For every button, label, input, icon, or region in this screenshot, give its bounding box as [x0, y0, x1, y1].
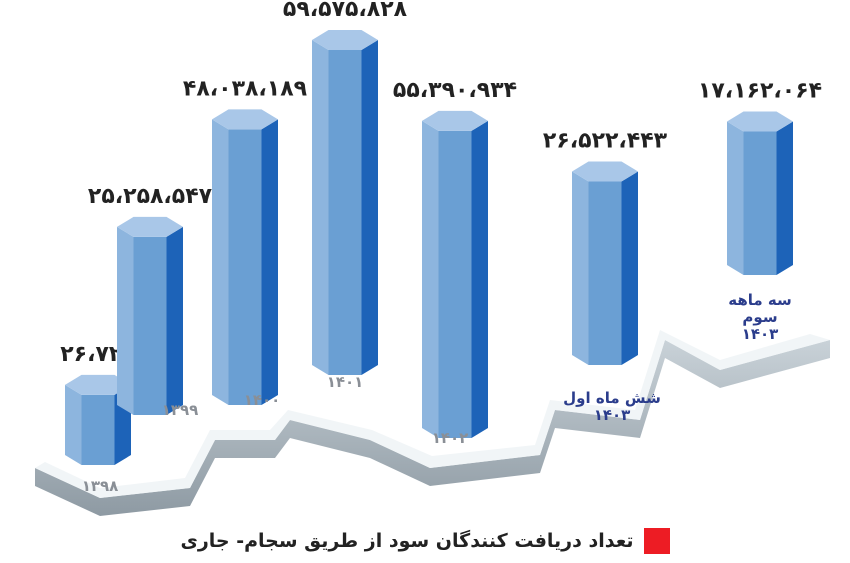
bar-left-face: [212, 119, 229, 405]
bar-right-face: [361, 40, 378, 375]
bar-top: [727, 111, 793, 132]
data-label: ۵۵،۳۹۰،۹۳۴: [393, 78, 517, 103]
platform-top: [35, 330, 830, 498]
category-label: شش ماه اول ۱۴۰۳: [563, 389, 661, 424]
legend-swatch: [643, 528, 670, 554]
bar: [312, 30, 378, 375]
bar-top: [212, 109, 278, 130]
bar-top: [422, 110, 488, 131]
category-label: ۱۴۰۰: [243, 391, 281, 409]
bar-left-face: [312, 40, 329, 375]
bar-left-face: [727, 121, 744, 275]
bar-front-face: [328, 50, 362, 375]
data-label: ۲۵،۲۵۸،۵۴۷: [88, 184, 213, 209]
category-label: ۱۴۰۲: [431, 429, 469, 447]
bar-left-face: [117, 226, 134, 415]
platform: [35, 340, 830, 516]
bar-front-face: [133, 236, 167, 415]
bar-right-face: [166, 226, 183, 415]
bar-right-face: [776, 121, 793, 275]
bar-front-face: [81, 394, 115, 465]
data-label: ۲۶،۵۲۲،۴۴۳: [543, 128, 668, 153]
bar: [212, 109, 278, 405]
bar-top: [572, 161, 638, 182]
bar-front-face: [438, 130, 472, 439]
bar-top: [117, 216, 183, 237]
legend: تعداد دریافت کنندگان سود از طریق سجام- ج…: [0, 528, 850, 554]
bar: [727, 111, 793, 275]
bar-front-face: [228, 129, 262, 405]
bar: [117, 216, 183, 415]
data-label: ۱۷،۱۶۲،۰۶۴: [698, 79, 822, 104]
bar: [422, 110, 488, 439]
bar-right-face: [471, 120, 488, 439]
category-label: سه ماهه سوم ۱۴۰۳: [728, 291, 792, 343]
bar-front-face: [588, 181, 622, 365]
bar-front-face: [743, 131, 777, 275]
bar: [572, 161, 638, 365]
bar-left-face: [572, 171, 589, 365]
legend-label: تعداد دریافت کنندگان سود از طریق سجام- ج…: [180, 530, 634, 552]
category-label: ۱۳۹۸: [81, 477, 119, 495]
data-label: ۴۸،۰۳۸،۱۸۹: [183, 76, 307, 101]
bar-top: [312, 30, 378, 50]
bar-left-face: [65, 384, 82, 465]
bar-left-face: [422, 120, 439, 439]
category-label: ۱۴۰۱: [326, 373, 364, 391]
data-label: ۵۹،۵۷۵،۸۲۸: [283, 0, 408, 22]
bar-right-face: [261, 119, 278, 405]
bar-right-face: [621, 171, 638, 365]
category-label: ۱۳۹۹: [161, 401, 199, 419]
bar-top: [65, 374, 131, 395]
